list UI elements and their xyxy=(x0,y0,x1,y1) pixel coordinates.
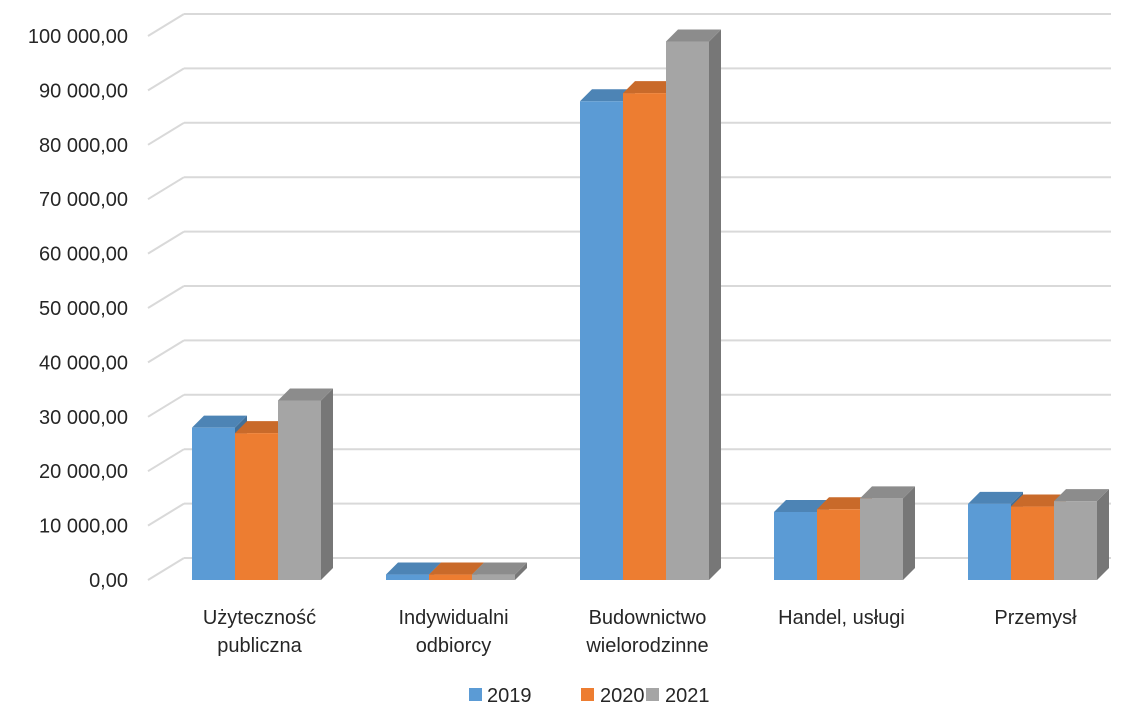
y-tick-label: 50 000,00 xyxy=(39,298,128,320)
bar-2021-1 xyxy=(472,562,527,580)
x-tick-label: Indywidualni odbiorcy xyxy=(398,607,508,657)
x-tick-label: Przemysł xyxy=(994,607,1077,629)
y-tick-label: 30 000,00 xyxy=(39,407,128,429)
y-tick-label: 10 000,00 xyxy=(39,516,128,538)
y-tick-label: 90 000,00 xyxy=(39,80,128,102)
y-tick-label: 80 000,00 xyxy=(39,135,128,157)
y-tick-label: 70 000,00 xyxy=(39,189,128,211)
legend-swatch xyxy=(581,688,594,701)
x-tick-label: Handel, usługi xyxy=(778,607,905,629)
legend-item-2019: 2019 xyxy=(469,685,532,707)
legend-label: 2021 xyxy=(665,685,710,707)
x-tick-label: Użyteczność publiczna xyxy=(203,607,316,657)
legend: 2019 2020 2021 xyxy=(469,685,710,707)
bar-2021-0 xyxy=(278,388,333,580)
legend-label: 2019 xyxy=(487,685,532,707)
y-axis: 0,00 10 000,00 20 000,00 30 000,00 40 000,00… xyxy=(28,26,128,592)
legend-item-2020: 2020 xyxy=(581,685,645,707)
x-axis: Użyteczność publiczna Indywidualni odbiorcy… xyxy=(203,607,1077,657)
legend-swatch xyxy=(469,688,482,701)
legend-label: 2020 xyxy=(600,685,645,707)
y-tick-label: 0,00 xyxy=(89,570,128,592)
bar-2021-4 xyxy=(1054,489,1109,580)
legend-swatch xyxy=(646,688,659,701)
gridline xyxy=(147,67,1111,92)
bar-2021-2 xyxy=(666,29,721,580)
bar-2021-3 xyxy=(860,486,915,580)
y-tick-label: 60 000,00 xyxy=(39,244,128,266)
y-tick-label: 20 000,00 xyxy=(39,461,128,483)
gridline xyxy=(147,13,1111,37)
bars xyxy=(192,29,1109,581)
y-tick-label: 100 000,00 xyxy=(28,26,128,48)
x-tick-label: Budownictwo wielorodzinne xyxy=(585,607,708,657)
legend-item-2021: 2021 xyxy=(646,685,710,707)
y-tick-label: 40 000,00 xyxy=(39,352,128,374)
